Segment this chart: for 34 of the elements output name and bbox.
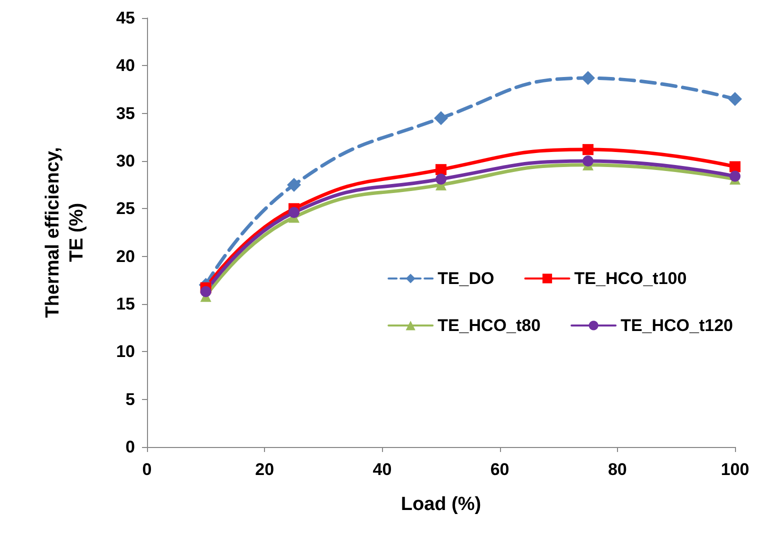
point <box>581 71 595 86</box>
y-tick-label: 20 <box>116 246 135 266</box>
x-tick-label: 100 <box>720 460 750 479</box>
point <box>288 206 300 218</box>
point <box>434 111 448 126</box>
y-tick-label: 40 <box>116 56 135 76</box>
point <box>200 286 212 298</box>
legend-label: TE_HCO_t120 <box>620 316 734 335</box>
y-tick-label: 30 <box>116 152 135 170</box>
point <box>436 164 446 176</box>
point <box>436 174 446 185</box>
point <box>730 161 740 172</box>
point <box>582 156 594 166</box>
y-axis-title: Thermal efficiency, TE (%) <box>42 147 88 318</box>
y-tick-label: 0 <box>126 438 135 456</box>
x-tick-label: 60 <box>490 460 510 479</box>
y-tick-label: 15 <box>116 294 135 314</box>
y-tick-label: 25 <box>116 199 135 218</box>
x-tick-label: 20 <box>255 460 274 479</box>
point <box>582 144 594 156</box>
legend-label: TE_HCO_t80 <box>438 316 541 335</box>
legend-label: TE_HCO_t100 <box>574 269 687 288</box>
point <box>287 178 301 192</box>
x-tick-label: 0 <box>142 460 152 479</box>
legend-label: TE_DO <box>438 269 494 288</box>
x-tick-label: 40 <box>372 460 392 479</box>
y-tick-label: 35 <box>116 104 135 123</box>
x-axis-title: Load (%) <box>400 494 482 515</box>
x-tick-label: 80 <box>608 460 627 479</box>
y-tick-label: 10 <box>116 342 135 362</box>
point <box>730 170 740 182</box>
point <box>728 92 742 106</box>
y-tick-label: 45 <box>116 8 135 28</box>
y-tick-label: 5 <box>126 390 135 409</box>
